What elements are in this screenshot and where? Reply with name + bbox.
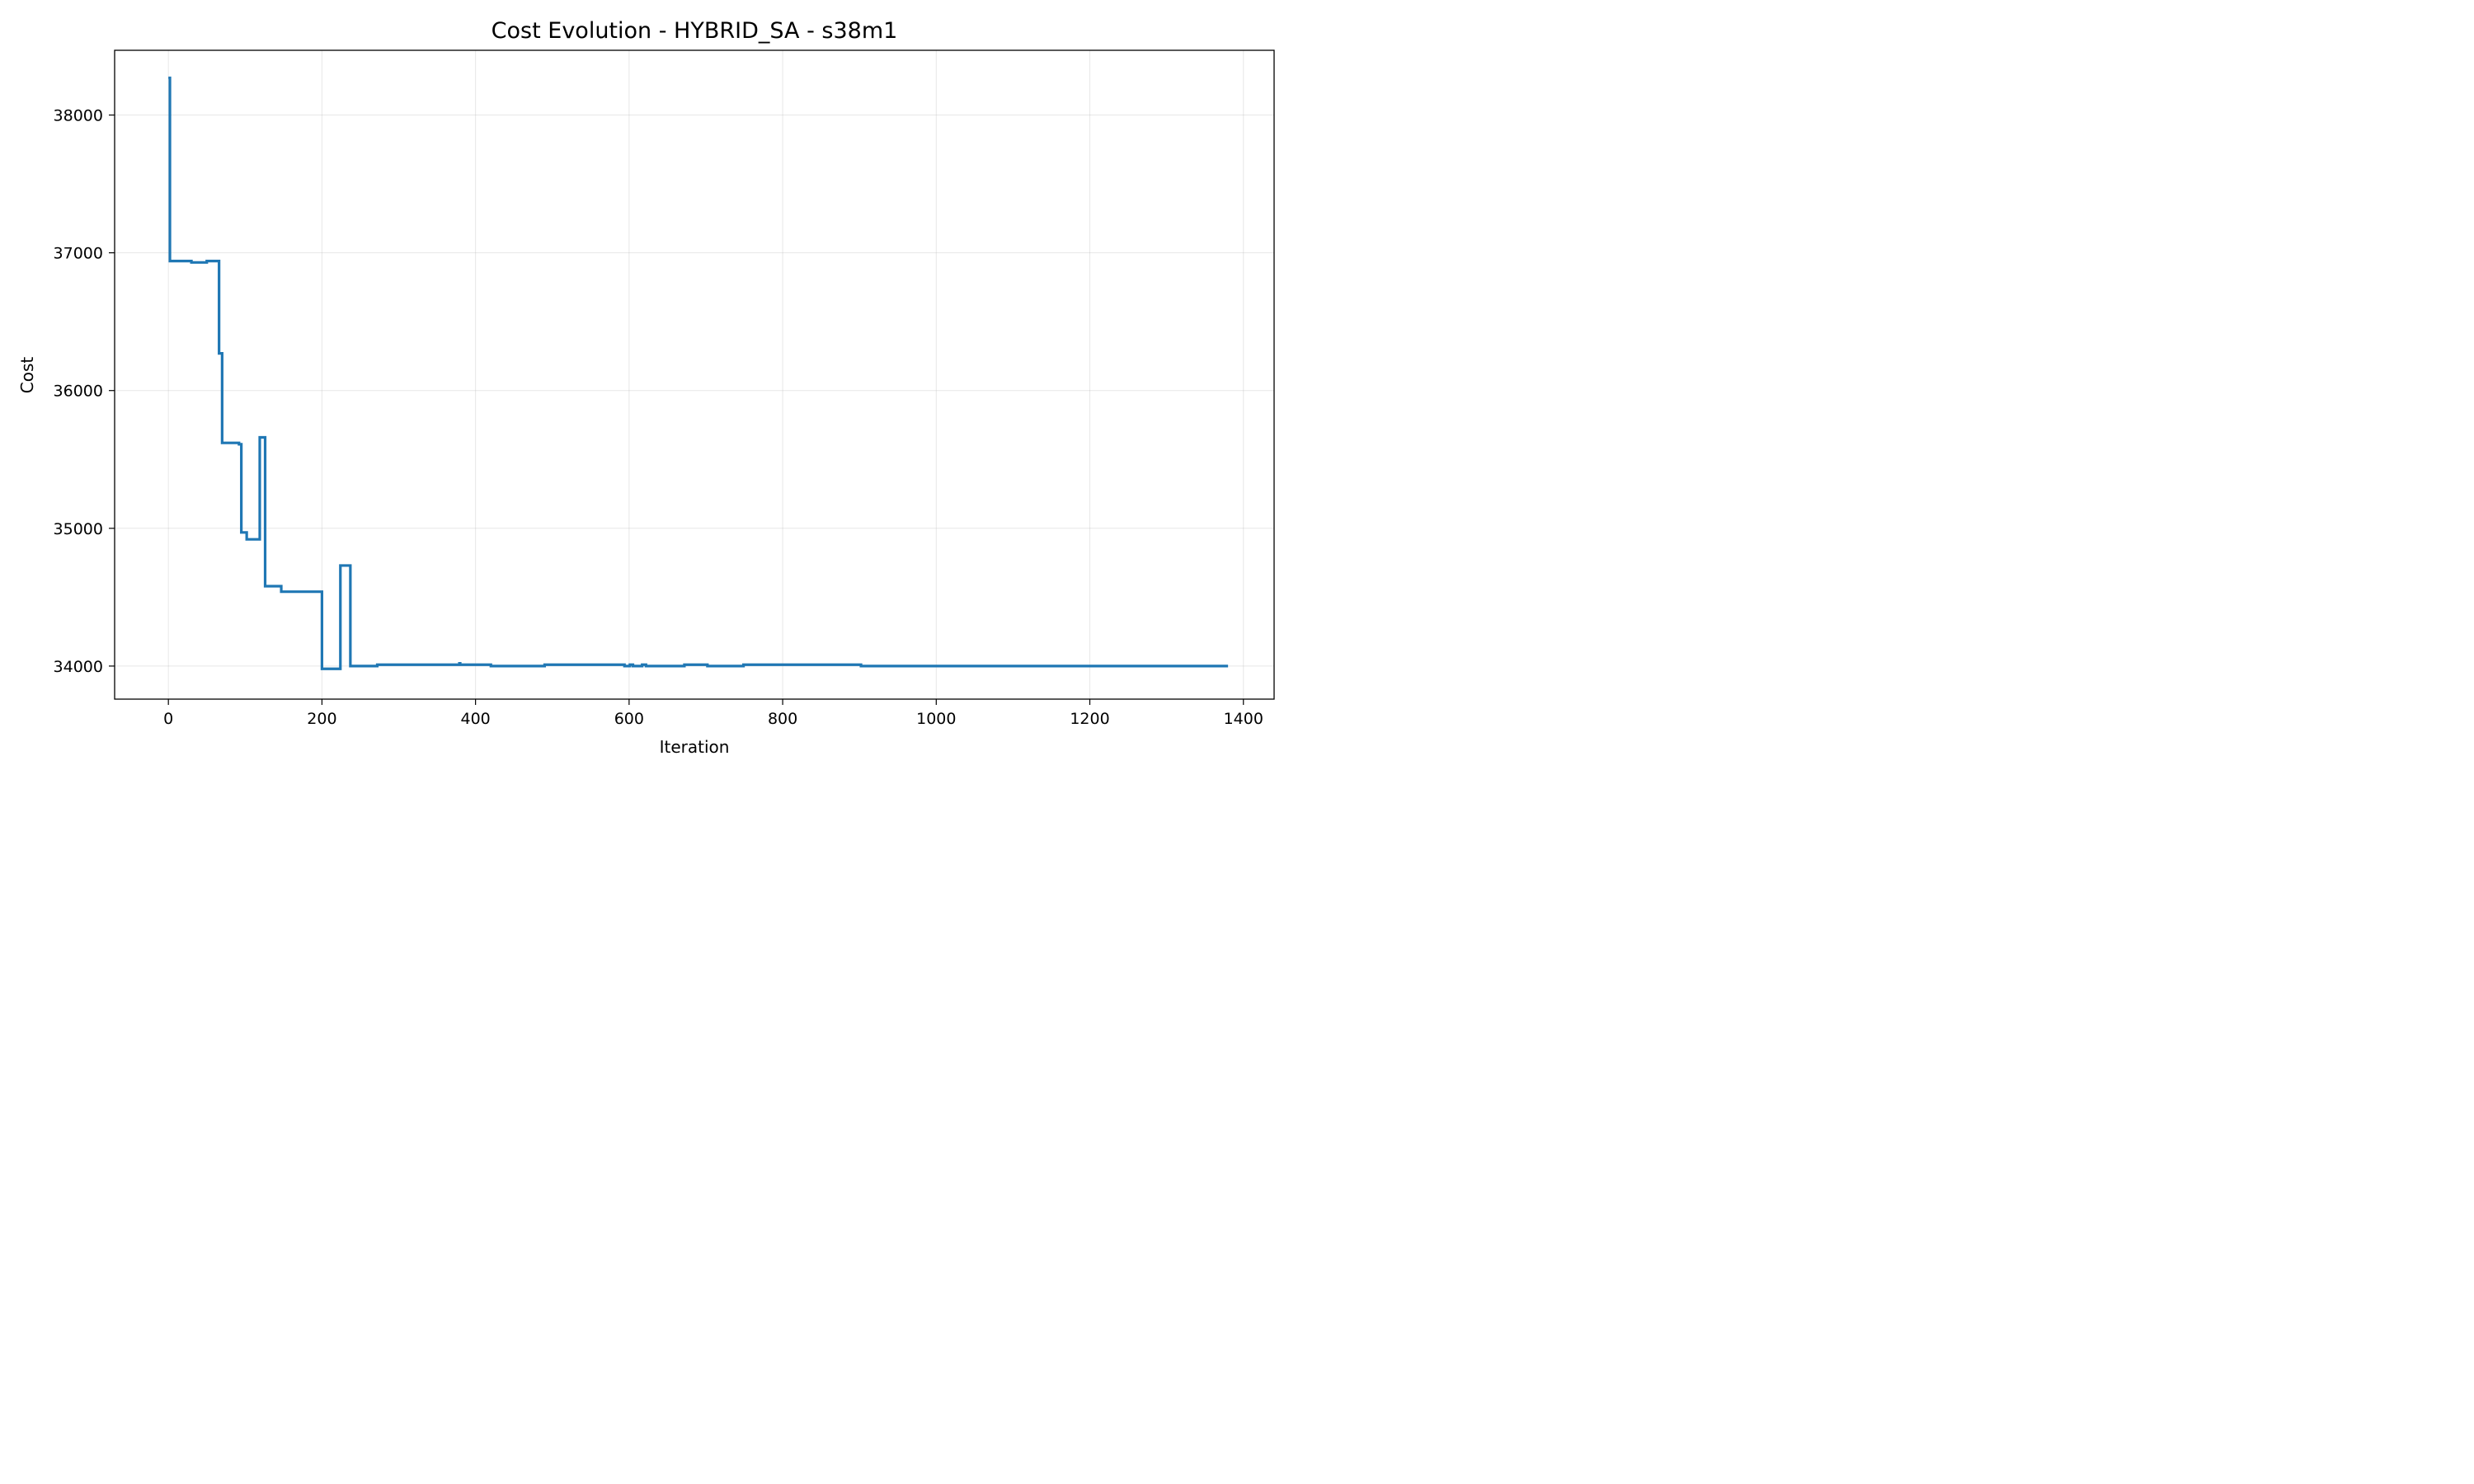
x-tick-label: 600 <box>614 710 644 728</box>
x-axis-title: Iteration <box>660 737 730 757</box>
y-axis-title: Cost <box>17 357 37 394</box>
x-tick-label: 400 <box>460 710 490 728</box>
grid-layer <box>115 50 1274 699</box>
tick-layer: 0 200 400 600 800 1000 1200 1400 34000 35000 36000… <box>54 107 1263 728</box>
plot-frame <box>114 49 1275 700</box>
y-tick-label: 35000 <box>54 520 103 538</box>
y-tick-label: 36000 <box>54 383 103 401</box>
x-tick-label: 1000 <box>916 710 956 728</box>
cost-series-line <box>168 76 1229 670</box>
y-tick-label: 38000 <box>54 107 103 125</box>
chart-svg: 0 200 400 600 800 1000 1200 1400 34000 35000 36000… <box>17 18 1275 757</box>
x-tick-label: 1200 <box>1070 710 1109 728</box>
y-tick-label: 34000 <box>54 658 103 676</box>
series-layer <box>168 76 1229 670</box>
x-tick-label: 0 <box>163 710 173 728</box>
x-tick-label: 800 <box>768 710 797 728</box>
chart-title: Cost Evolution - HYBRID_SA - s38m1 <box>492 18 898 44</box>
x-tick-label: 200 <box>307 710 336 728</box>
y-tick-label: 37000 <box>54 245 103 263</box>
x-tick-label: 1400 <box>1224 710 1263 728</box>
chart-root: 0 200 400 600 800 1000 1200 1400 34000 35000 36000… <box>0 0 1290 773</box>
